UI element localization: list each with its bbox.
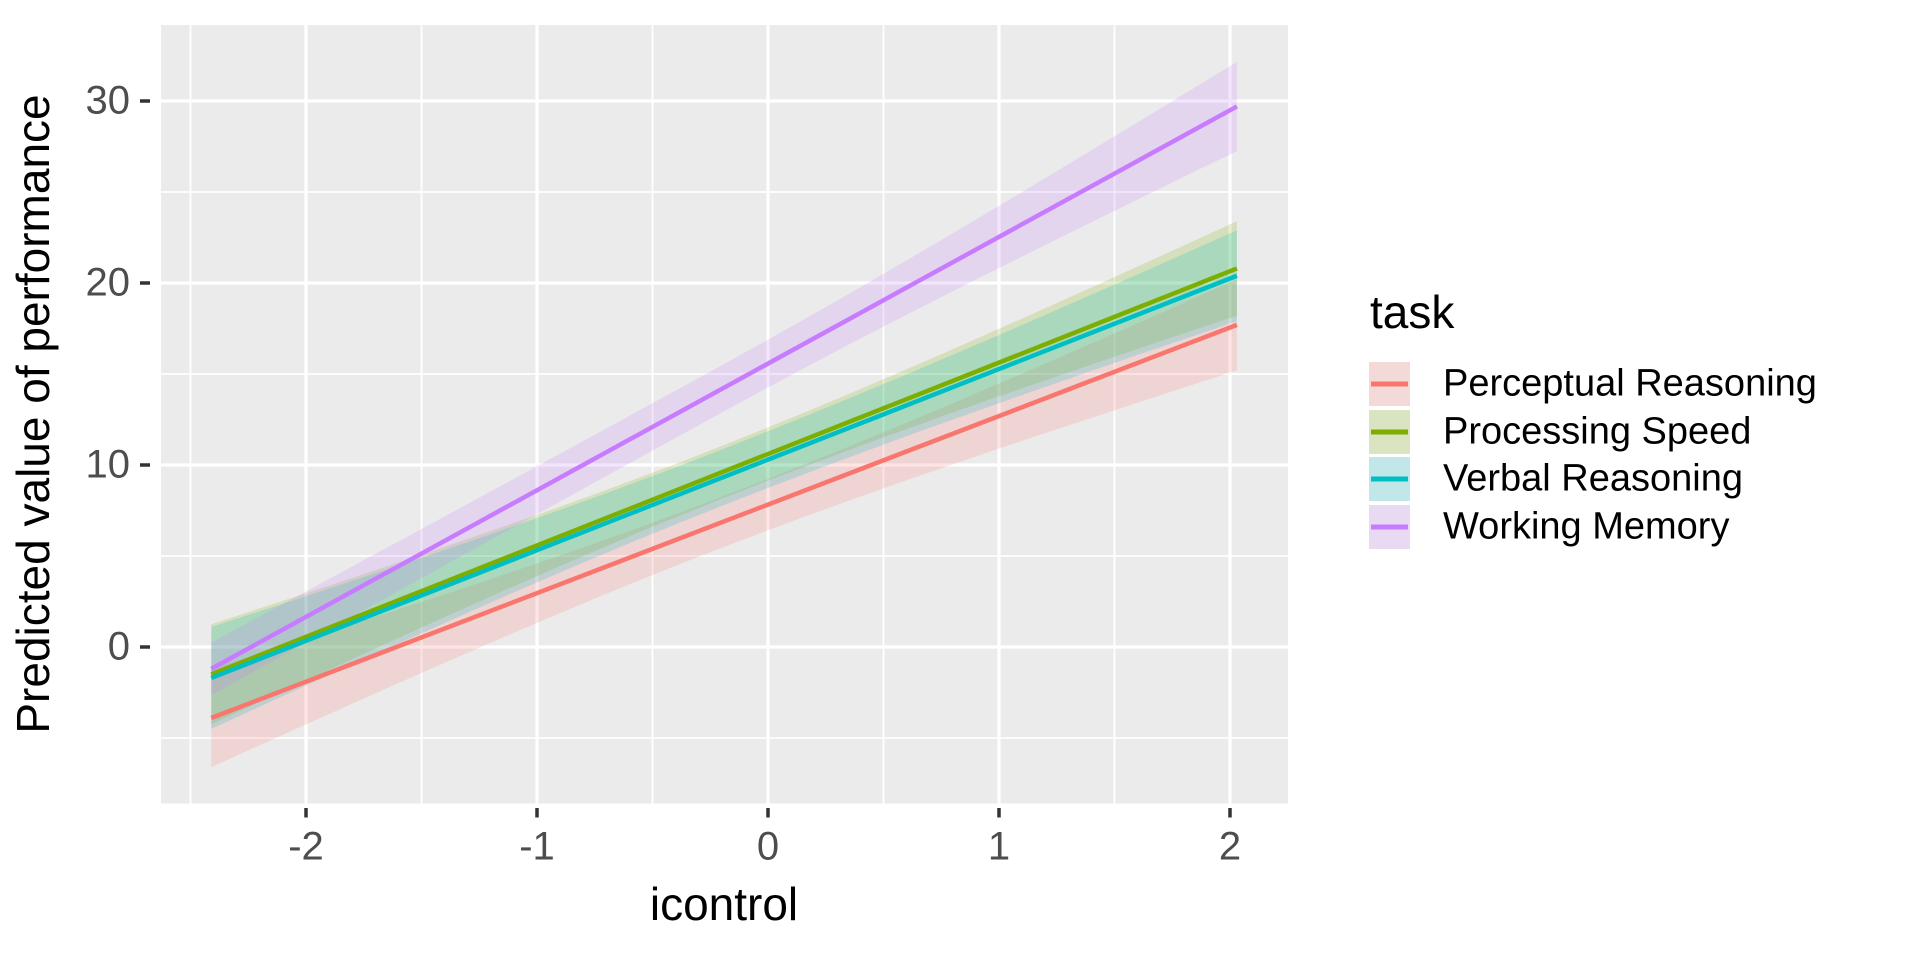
legend-key-line-swatch (1371, 429, 1408, 435)
legend-key-line-swatch (1371, 476, 1408, 482)
x-tick-label: 0 (756, 824, 780, 869)
x-tick-label: -2 (288, 824, 324, 869)
y-tick-label: 0 (107, 624, 130, 669)
ribbon-layer (210, 61, 1239, 768)
confidence-ribbon (211, 230, 1237, 729)
legend-key-line-swatch (1371, 524, 1408, 530)
legend-label: Perceptual Reasoning (1443, 362, 1817, 405)
legend-label: Verbal Reasoning (1443, 457, 1743, 500)
y-axis-title: Predicted value of performance (7, 94, 59, 734)
regression-line (210, 266, 1238, 677)
legend-title: task (1370, 286, 1455, 338)
legend-key (1369, 362, 1410, 406)
regression-line (210, 322, 1238, 721)
legend-key (1369, 457, 1410, 502)
x-axis-title: icontrol (649, 878, 799, 930)
legend-label: Working Memory (1443, 505, 1730, 548)
confidence-ribbon (211, 61, 1237, 696)
x-tick-label: 2 (1218, 824, 1242, 869)
panel-background (161, 25, 1288, 804)
regression-line (210, 104, 1239, 671)
x-tick-label: -1 (519, 824, 555, 869)
legend-key (1369, 409, 1410, 454)
legend-label: Processing Speed (1443, 410, 1752, 453)
legend-key (1369, 504, 1410, 549)
y-tick-label: 10 (85, 442, 131, 487)
regression-line (210, 273, 1238, 681)
y-tick-label: 20 (85, 260, 131, 305)
legend-key-line-swatch (1371, 381, 1408, 387)
y-tick-label: 30 (85, 78, 131, 123)
x-tick-label: 1 (987, 824, 1011, 869)
